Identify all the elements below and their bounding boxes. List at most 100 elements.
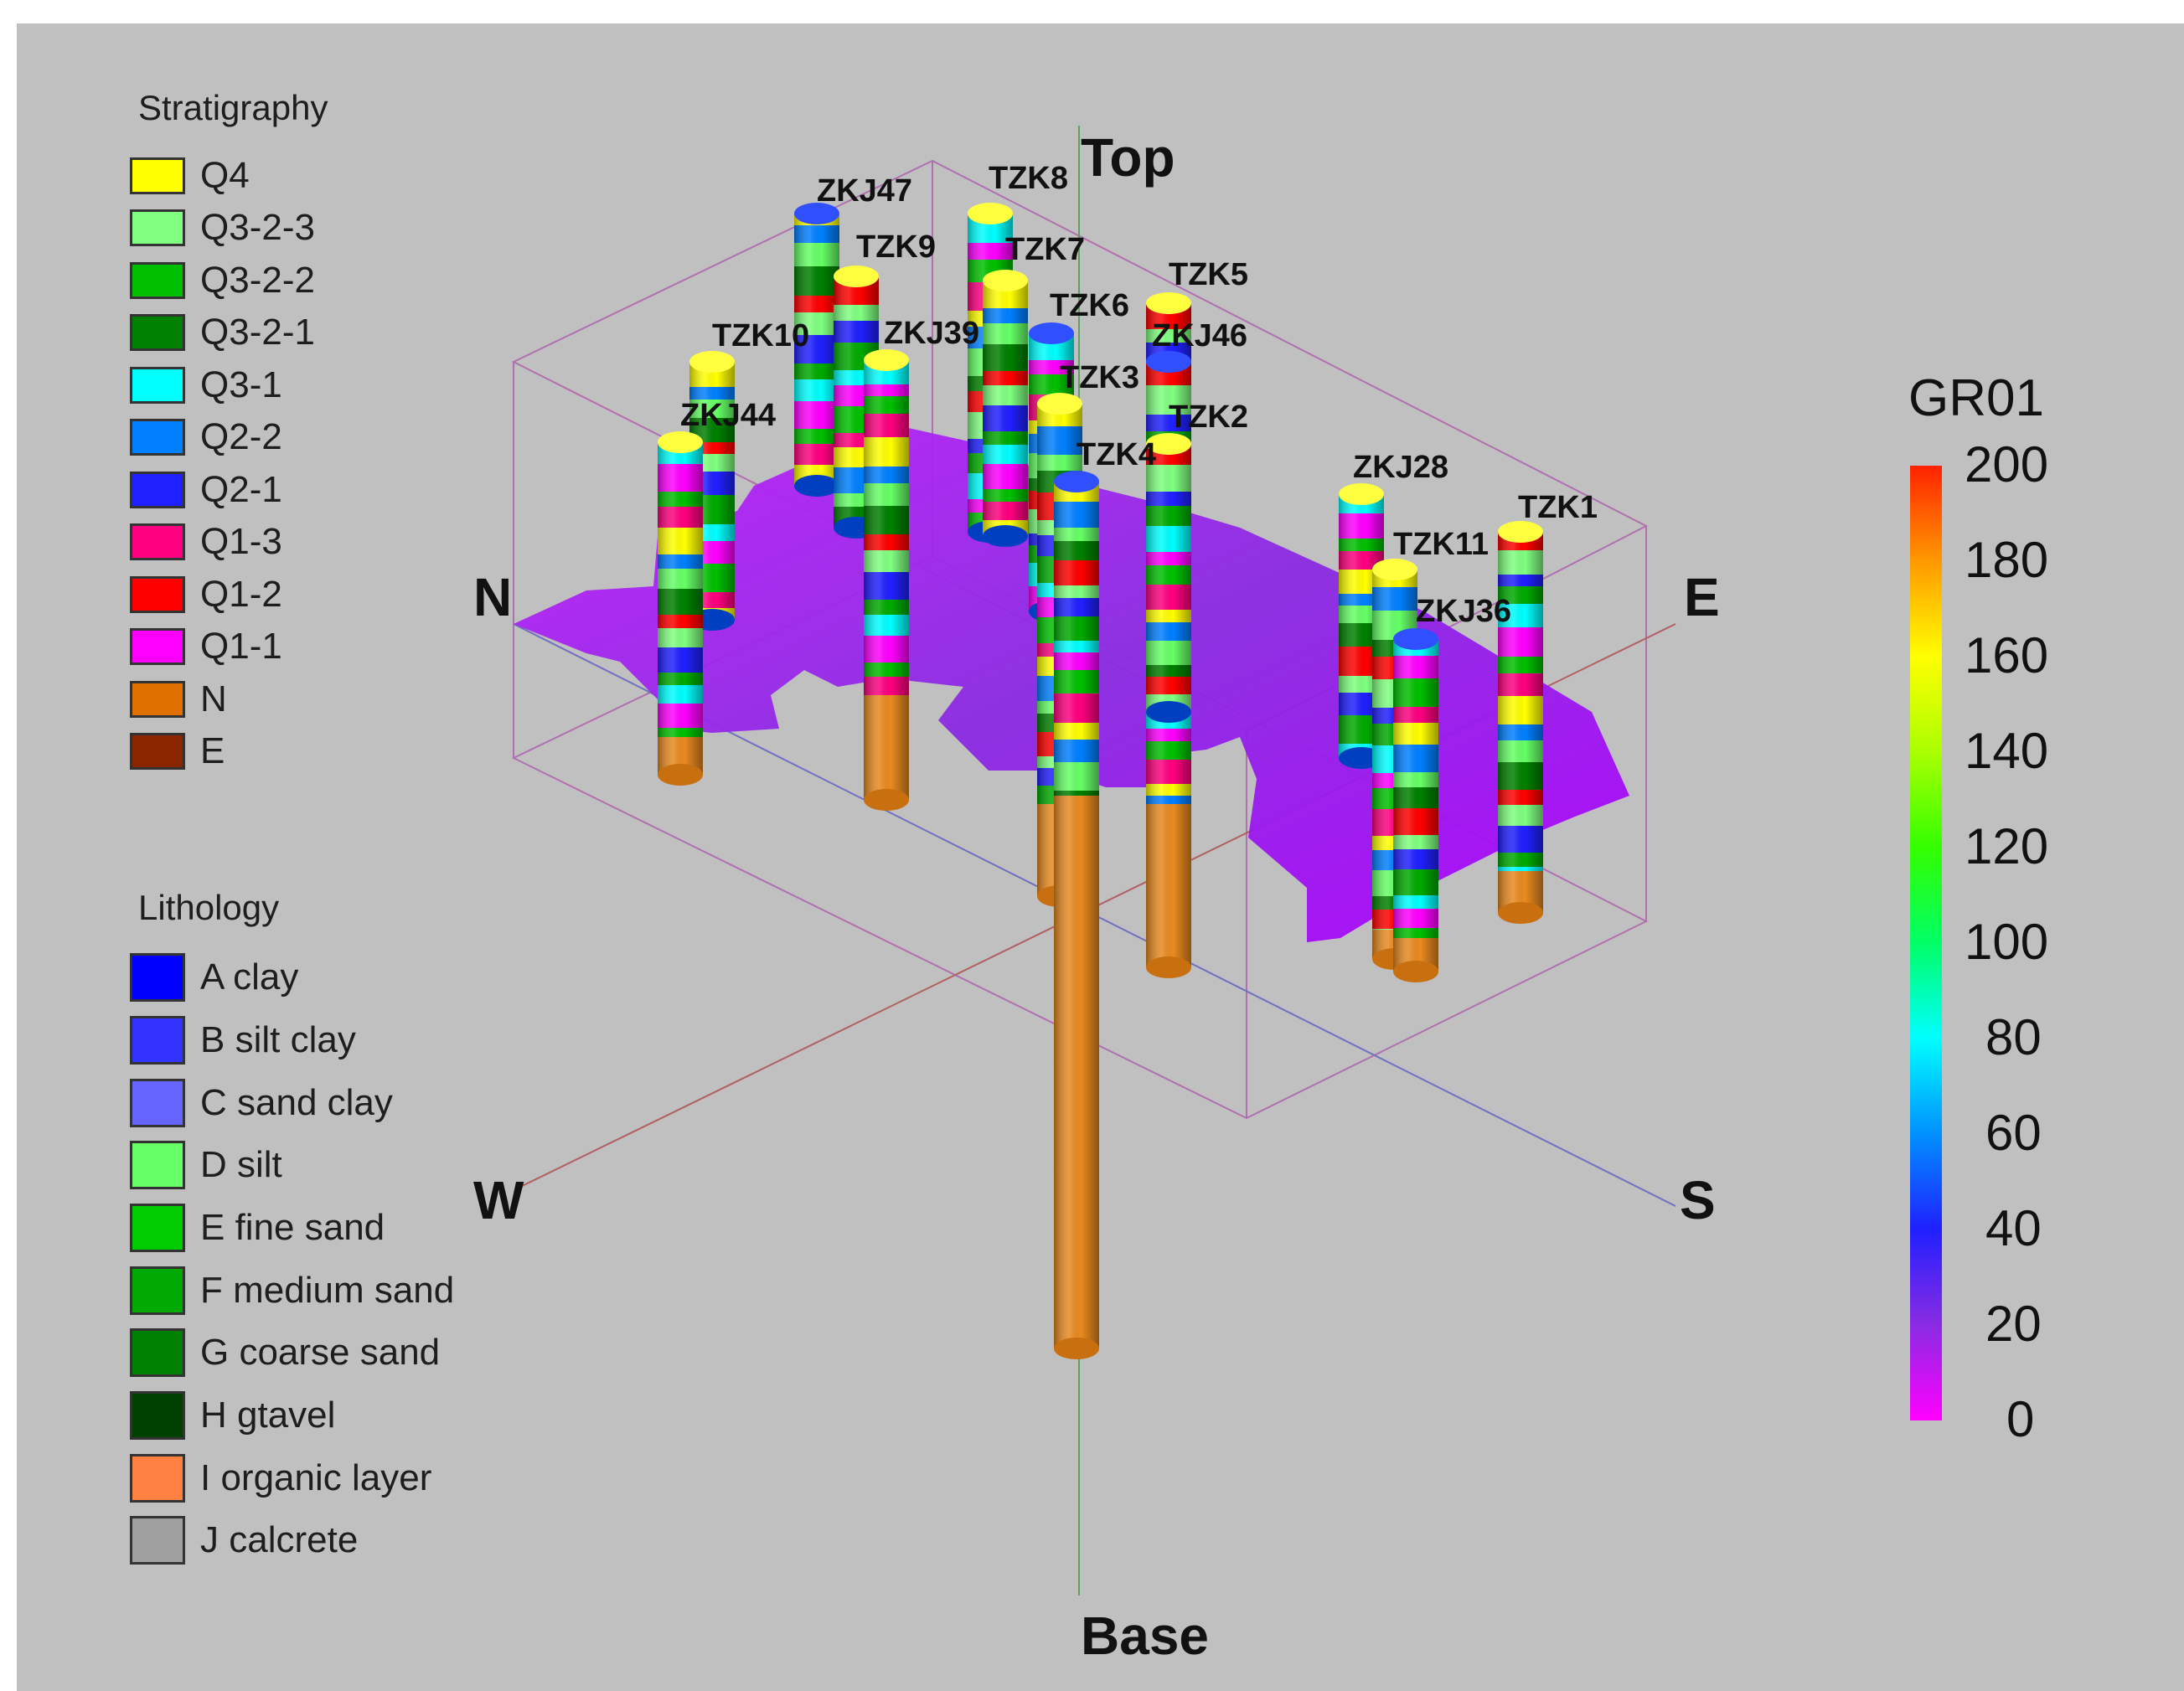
borehole-top-cap xyxy=(794,203,839,224)
borehole-label: ZKJ28 xyxy=(1353,450,1448,485)
colorbar-tick: 200 xyxy=(1965,436,2049,492)
borehole-label: ZKJ39 xyxy=(884,316,979,351)
borehole-bottom-cap xyxy=(658,764,703,786)
borehole-top-cap xyxy=(968,203,1013,224)
legend-item-d-silt: D silt xyxy=(130,1141,282,1189)
boreholes-layer xyxy=(658,203,1543,1359)
legend-label: Q4 xyxy=(200,155,250,196)
colorbar xyxy=(1910,466,1942,1420)
legend-swatch xyxy=(130,1328,185,1377)
borehole-shading xyxy=(1054,482,1099,1348)
legend-item-q3-2-1: Q3-2-1 xyxy=(130,312,315,353)
borehole-label: TZK4 xyxy=(1077,437,1156,472)
colorbar-tick: 40 xyxy=(1985,1200,2042,1256)
borehole-label: ZKJ36 xyxy=(1416,594,1511,629)
colorbar-tick: 20 xyxy=(1985,1296,2042,1352)
legend-item-q3-1: Q3-1 xyxy=(130,364,282,406)
legend-item-i-organic-layer: I organic layer xyxy=(130,1454,432,1503)
borehole-column xyxy=(658,431,703,786)
borehole-top-cap xyxy=(689,351,735,373)
legend-item-n: N xyxy=(130,678,227,720)
legend-swatch xyxy=(130,953,185,1002)
legend-item-q1-2: Q1-2 xyxy=(130,574,282,616)
legend-item-j-calcrete: J calcrete xyxy=(130,1516,359,1565)
legend-label: J calcrete xyxy=(200,1519,359,1560)
borehole-top-cap xyxy=(1146,433,1191,455)
borehole-column xyxy=(1054,471,1099,1359)
legend-swatch xyxy=(130,1391,185,1440)
borehole-label: TZK3 xyxy=(1060,360,1139,395)
legend-label: G coarse sand xyxy=(200,1332,441,1373)
legend-swatch xyxy=(130,523,185,560)
legend-label: H gtavel xyxy=(200,1395,336,1436)
legend-swatch xyxy=(130,733,185,770)
borehole-bottom-cap xyxy=(1054,1338,1099,1359)
legend-swatch xyxy=(130,1016,185,1065)
borehole-label: TZK9 xyxy=(856,229,936,265)
legend-item-e-fine-sand: E fine sand xyxy=(130,1204,385,1252)
borehole-label: TZK11 xyxy=(1393,527,1489,562)
axis-label-base: Base xyxy=(1081,1606,1209,1666)
legend-label: C sand clay xyxy=(200,1082,393,1123)
borehole-label: TZK2 xyxy=(1169,400,1248,435)
borehole-bottom-cap xyxy=(1393,961,1438,982)
legend-label: Q3-1 xyxy=(200,364,282,405)
legend-swatch xyxy=(130,628,185,665)
borehole-label: ZKJ46 xyxy=(1152,318,1247,353)
legend-label: Q3-2-2 xyxy=(200,260,315,301)
borehole-shading xyxy=(864,360,909,800)
borehole-top-cap xyxy=(1339,483,1384,505)
borehole-label: TZK7 xyxy=(1005,232,1085,267)
borehole-labels: ZKJ47 TZK8 TZK9 TZK7 TZK6 TZK5 TZK10 ZKJ… xyxy=(680,161,1598,629)
legend-swatch xyxy=(130,1516,185,1565)
borehole-label: TZK6 xyxy=(1050,288,1129,323)
legend-swatch xyxy=(130,157,185,194)
borehole-bottom-cap xyxy=(1498,902,1543,924)
legend-item-h-gtavel: H gtavel xyxy=(130,1391,336,1440)
legend-label: Q1-2 xyxy=(200,574,282,615)
borehole-top-cap xyxy=(658,431,703,453)
legend-swatch xyxy=(130,1141,185,1189)
legend-label: Q1-1 xyxy=(200,626,282,667)
stratigraphy-legend-title: Stratigraphy xyxy=(138,88,328,127)
borehole-bottom-cap xyxy=(1146,701,1191,723)
legend-item-b-silt-clay: B silt clay xyxy=(130,1016,356,1065)
legend-swatch xyxy=(130,419,185,456)
borehole-top-cap xyxy=(1498,521,1543,543)
legend-label: Q3-2-1 xyxy=(200,312,315,353)
legend-label: N xyxy=(200,678,227,719)
borehole-top-cap xyxy=(1029,322,1074,344)
legend-item-q2-1: Q2-1 xyxy=(130,469,282,511)
borehole-top-cap xyxy=(1146,292,1191,314)
colorbar-title: GR01 xyxy=(1908,369,2044,427)
legend-label: Q1-3 xyxy=(200,521,282,562)
axis-label-south: S xyxy=(1680,1170,1716,1230)
legend-item-a-clay: A clay xyxy=(130,953,298,1002)
borehole-top-cap xyxy=(1037,393,1082,415)
borehole-top-cap xyxy=(983,270,1028,291)
colorbar-tick: 80 xyxy=(1985,1009,2042,1065)
legend-item-q2-2: Q2-2 xyxy=(130,416,282,458)
colorbar-tick: 100 xyxy=(1965,914,2049,970)
colorbar-tick: 0 xyxy=(2006,1391,2035,1447)
legend-item-q1-1: Q1-1 xyxy=(130,626,282,668)
legend-label: I organic layer xyxy=(200,1457,432,1498)
borehole-bottom-cap xyxy=(794,475,839,497)
borehole-top-cap xyxy=(1054,471,1099,492)
borehole-shading xyxy=(983,281,1028,536)
borehole-label: ZKJ47 xyxy=(817,173,912,209)
borehole-column xyxy=(983,270,1028,547)
colorbar-tick: 140 xyxy=(1965,723,2049,779)
lithology-legend-title: Lithology xyxy=(138,888,280,927)
axis-label-west: W xyxy=(473,1170,524,1230)
legend-item-g-coarse-sand: G coarse sand xyxy=(130,1328,441,1377)
borehole-column xyxy=(1146,433,1191,723)
legend-swatch xyxy=(130,681,185,718)
figure-panel xyxy=(17,23,2184,1691)
borehole-top-cap xyxy=(834,266,879,287)
legend-swatch xyxy=(130,262,185,299)
axis-label-north: N xyxy=(473,567,512,627)
axis-label-east: E xyxy=(1684,567,1720,627)
borehole-label: TZK5 xyxy=(1169,257,1248,292)
